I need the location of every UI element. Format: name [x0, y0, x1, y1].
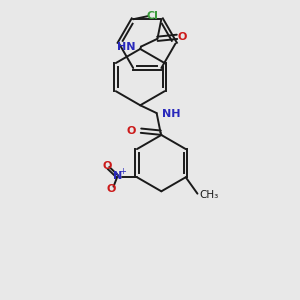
Text: O: O: [178, 32, 187, 42]
Text: NH: NH: [162, 109, 180, 119]
Text: HN: HN: [117, 42, 136, 52]
Text: O: O: [107, 184, 116, 194]
Text: Cl: Cl: [147, 11, 159, 21]
Text: +: +: [119, 167, 126, 176]
Text: O: O: [102, 161, 112, 171]
Text: CH₃: CH₃: [200, 190, 219, 200]
Text: N: N: [113, 172, 122, 182]
Text: O: O: [126, 126, 136, 136]
